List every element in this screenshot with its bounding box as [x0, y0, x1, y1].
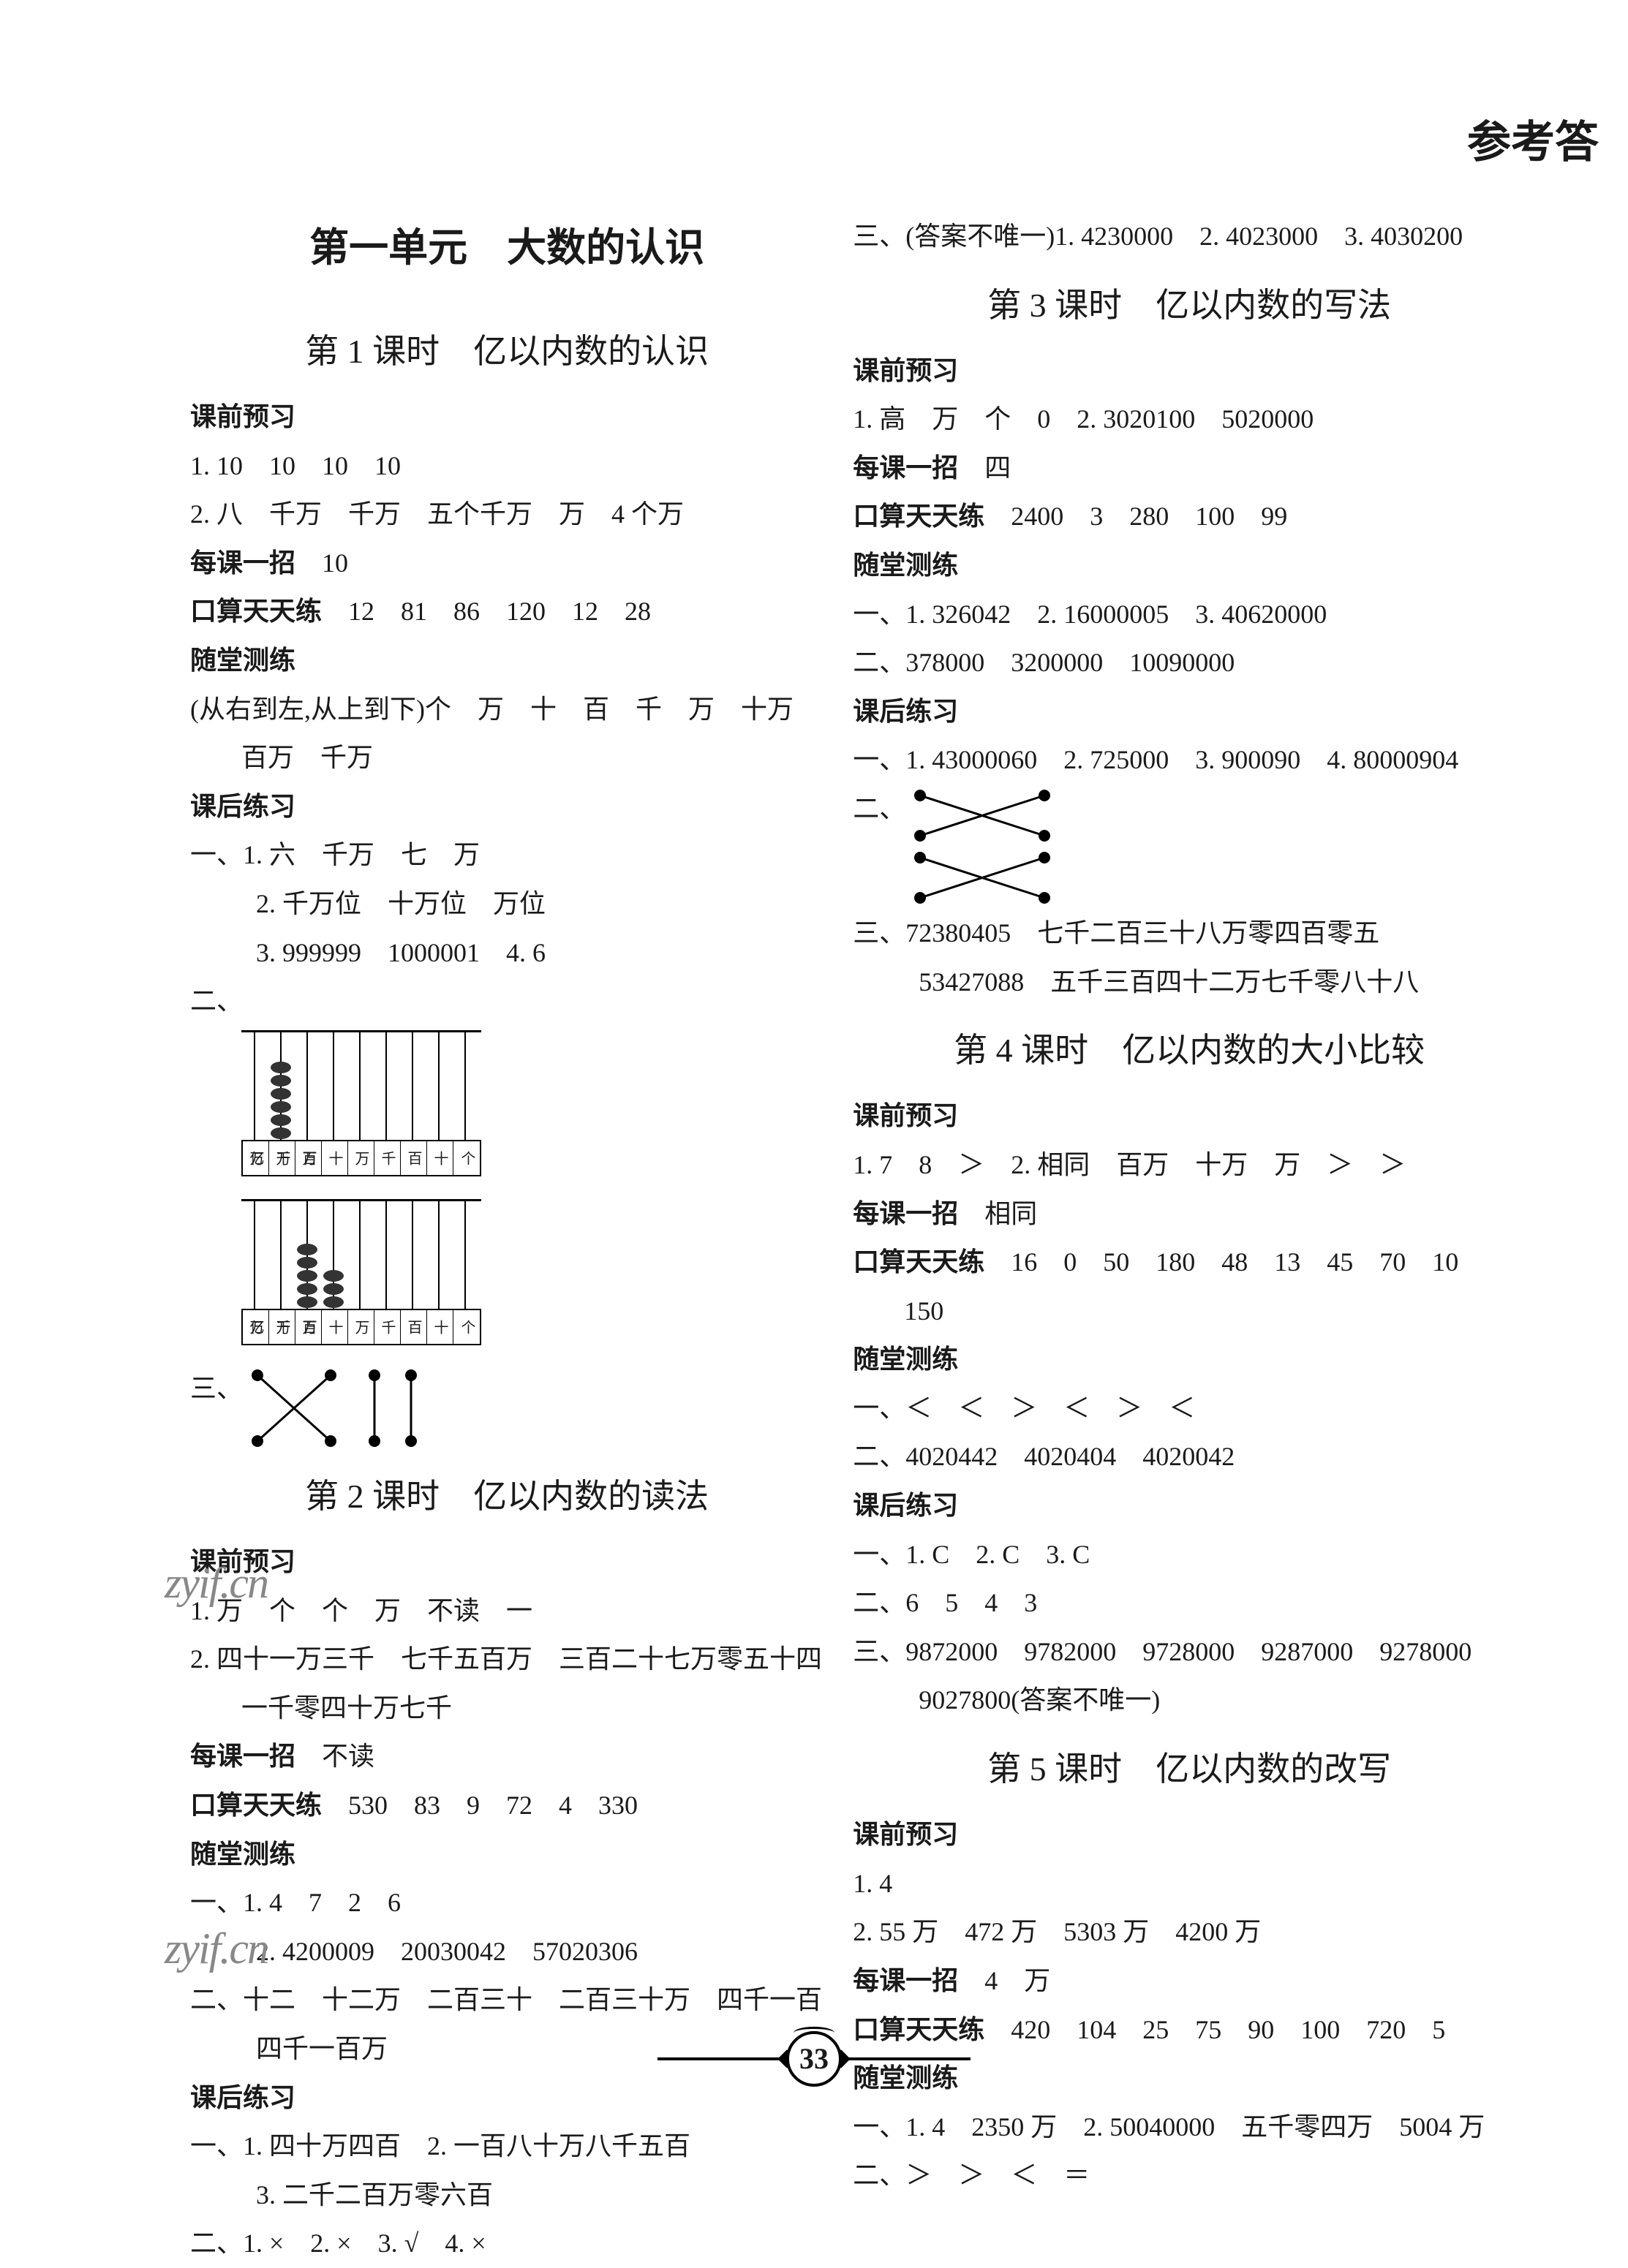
- abacus-1: 亿千万百万十万万千百十个: [241, 1030, 824, 1191]
- l2-prep1: 1. 万 个 个 万 不读 一: [190, 1587, 824, 1636]
- l2-inclass1-1: 一、1. 4 7 2 6: [190, 1878, 824, 1927]
- cross-diagram-2: [905, 785, 1066, 909]
- l5-trick: 每课一招 4 万: [853, 1957, 1526, 2006]
- l3-after-head: 课后练习: [853, 687, 1526, 736]
- l3-after1: 一、1. 43000060 2. 725000 3. 900090 4. 800…: [853, 736, 1526, 785]
- l1-after2-label: 二、: [190, 977, 824, 1026]
- lesson4-title: 第 4 课时 亿以内数的大小比较: [853, 1019, 1526, 1081]
- l5-prep2: 2. 55 万 472 万 5303 万 4200 万: [853, 1908, 1526, 1957]
- l2-after2: 二、1. × 2. × 3. √ 4. ×: [190, 2219, 824, 2268]
- unit-title: 第一单元 大数的认识: [190, 212, 824, 285]
- l3-after3-1: 三、72380405 七千二百三十八万零四百零五: [853, 909, 1526, 958]
- content: 第一单元 大数的认识 第 1 课时 亿以内数的认识 课前预习 1. 10 10 …: [190, 212, 1526, 2006]
- l5-prep-head: 课前预习: [853, 1810, 1526, 1859]
- l4-inclass1: 一、＜ ＜ ＞ ＜ ＞ ＜: [853, 1384, 1526, 1433]
- l4-trick: 每课一招 相同: [853, 1190, 1526, 1239]
- l4-after3-1: 三、9872000 9782000 9728000 9287000 927800…: [853, 1628, 1526, 1677]
- page-header: 参考答: [1467, 102, 1599, 184]
- l1-oral: 口算天天练 12 81 86 120 12 28: [190, 587, 824, 636]
- l3-after3-2: 53427088 五千三百四十二万七千零八十八: [853, 958, 1526, 1007]
- lesson3-title: 第 3 课时 亿以内数的写法: [853, 274, 1526, 336]
- l4-after3-2: 9027800(答案不唯一): [853, 1676, 1526, 1725]
- l5-inclass1: 一、1. 4 2350 万 2. 50040000 五千零四万 5004 万: [853, 2103, 1526, 2152]
- lesson1-title: 第 1 课时 亿以内数的认识: [190, 320, 824, 382]
- l2-inclass-head: 随堂测练: [190, 1830, 824, 1879]
- l3-inclass-head: 随堂测练: [853, 541, 1526, 590]
- l2-oral: 口算天天练 530 83 9 72 4 330: [190, 1781, 824, 1830]
- right-column: 三、(答案不唯一)1. 4230000 2. 4023000 3. 403020…: [853, 212, 1526, 2006]
- l2-inclass2: 二、十二 十二万 二百三十 二百三十万 四千一百: [190, 1976, 824, 2025]
- l1-after1-3: 3. 999999 1000001 4. 6: [190, 929, 824, 978]
- l2-trick: 每课一招 不读: [190, 1732, 824, 1781]
- l3-after2-label: 二、: [853, 785, 905, 834]
- l4-oral2: 150: [853, 1287, 1526, 1336]
- l1-trick: 每课一招 10: [190, 539, 824, 588]
- cross-diagram-1: [243, 1364, 433, 1452]
- l3-inclass2: 二、378000 3200000 10090000: [853, 638, 1526, 687]
- l3-inclass1: 一、1. 326042 2. 16000005 3. 40620000: [853, 590, 1526, 639]
- l1-inclass-head: 随堂测练: [190, 636, 824, 685]
- l5-prep1: 1. 4: [853, 1859, 1526, 1908]
- l1-after1-2: 2. 千万位 十万位 万位: [190, 880, 824, 929]
- l2-prep-head: 课前预习: [190, 1538, 824, 1587]
- l4-after2: 二、6 5 4 3: [853, 1579, 1526, 1628]
- l3-prep-head: 课前预习: [853, 347, 1526, 396]
- l2-after1-2: 3. 二千二百万零六百: [190, 2171, 824, 2220]
- l4-inclass-head: 随堂测练: [853, 1335, 1526, 1384]
- page-number: 33: [786, 2031, 842, 2087]
- abacus-2: 亿千万百万十万万千百十个: [241, 1199, 824, 1360]
- r-topline: 三、(答案不唯一)1. 4230000 2. 4023000 3. 403020…: [853, 212, 1526, 261]
- page-number-ornament: 33: [657, 2031, 971, 2087]
- left-column: 第一单元 大数的认识 第 1 课时 亿以内数的认识 课前预习 1. 10 10 …: [190, 212, 824, 2006]
- l1-inclass1: (从右到左,从上到下)个 万 十 百 千 万 十万: [190, 685, 824, 734]
- l1-inclass2: 百万 千万: [190, 733, 824, 782]
- l2-prep2b: 一千零四十万七千: [190, 1684, 824, 1733]
- l5-inclass2: 二、＞ ＞ ＜ ＝: [853, 2151, 1526, 2200]
- l4-after-head: 课后练习: [853, 1481, 1526, 1530]
- l1-prep1: 1. 10 10 10 10: [190, 442, 824, 491]
- l4-oral: 口算天天练 16 0 50 180 48 13 45 70 10: [853, 1238, 1526, 1287]
- l1-prep2: 2. 八 千万 千万 五个千万 万 4 个万: [190, 490, 824, 539]
- l1-prep-head: 课前预习: [190, 393, 824, 442]
- l2-prep2: 2. 四十一万三千 七千五百万 三百二十七万零五十四: [190, 1635, 824, 1684]
- l3-trick: 每课一招 四: [853, 444, 1526, 493]
- lesson2-title: 第 2 课时 亿以内数的读法: [190, 1465, 824, 1527]
- l4-inclass2: 二、4020442 4020404 4020042: [853, 1432, 1526, 1481]
- l4-prep1: 1. 7 8 ＞ 2. 相同 百万 十万 万 ＞ ＞: [853, 1141, 1526, 1190]
- l1-after3-label: 三、: [190, 1364, 243, 1413]
- l1-after-head: 课后练习: [190, 782, 824, 831]
- lesson5-title: 第 5 课时 亿以内数的改写: [853, 1738, 1526, 1800]
- l2-after1-1: 一、1. 四十万四百 2. 一百八十万八千五百: [190, 2122, 824, 2171]
- l4-after1: 一、1. C 2. C 3. C: [853, 1530, 1526, 1579]
- l3-prep1: 1. 高 万 个 0 2. 3020100 5020000: [853, 395, 1526, 444]
- l1-after1-1: 一、1. 六 千万 七 万: [190, 831, 824, 880]
- l4-prep-head: 课前预习: [853, 1092, 1526, 1141]
- l2-inclass1-2: 2. 4200009 20030042 57020306: [190, 1927, 824, 1976]
- l3-oral: 口算天天练 2400 3 280 100 99: [853, 492, 1526, 541]
